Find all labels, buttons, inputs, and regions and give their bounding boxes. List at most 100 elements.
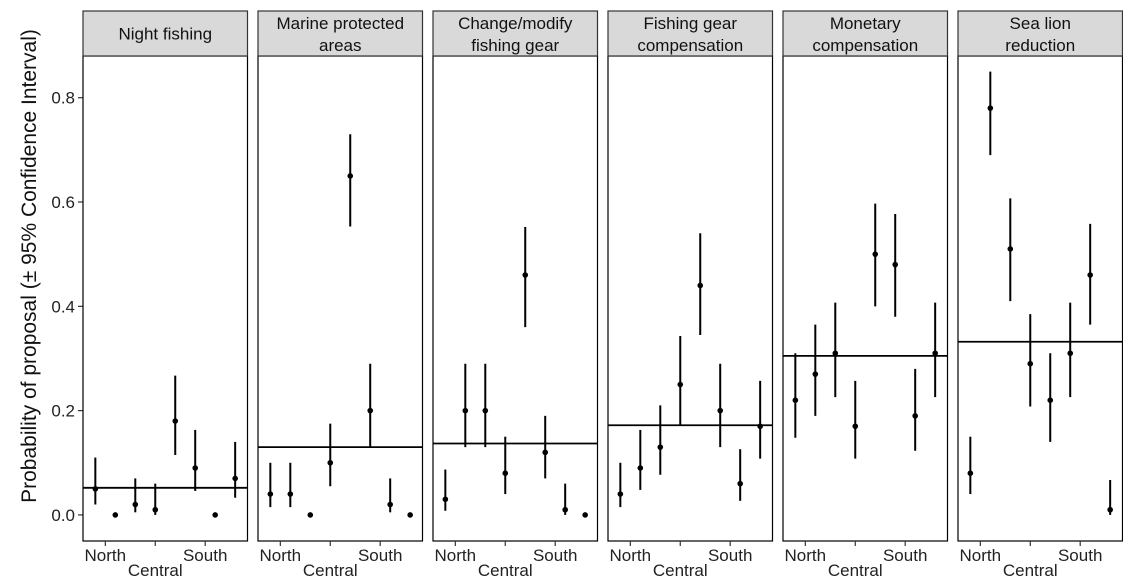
- x-tick-label: North: [435, 546, 477, 565]
- data-point: [852, 423, 859, 430]
- x-tick-label: Central: [1003, 561, 1058, 577]
- x-tick-label: Central: [478, 561, 533, 577]
- data-point: [442, 496, 449, 503]
- panel: Change/modify fishing gear NorthCentralSou…: [432, 10, 599, 577]
- strip-title: Monetary: [830, 14, 901, 33]
- data-point: [912, 413, 918, 419]
- data-point: [932, 350, 938, 357]
- data-point: [1087, 272, 1093, 278]
- strip-title: Change/modify: [458, 14, 573, 33]
- data-point: [892, 261, 899, 268]
- panel-frame: [82, 55, 249, 542]
- strip-title: Night fishing: [118, 25, 212, 44]
- x-tick-label: Central: [128, 561, 183, 577]
- x-tick-label: South: [183, 546, 227, 565]
- panel-frame: [607, 55, 774, 542]
- y-axis-title: Probability of proposal (± 95% Confidenc…: [18, 29, 41, 503]
- strip-header: [257, 10, 424, 57]
- strip-title: reduction: [1005, 36, 1075, 55]
- panel-frame: [957, 55, 1123, 542]
- x-tick-label: Central: [653, 561, 708, 577]
- data-point: [792, 397, 799, 403]
- strip-title: Sea lion: [1010, 14, 1071, 33]
- x-tick-label: South: [1058, 546, 1102, 565]
- data-point: [542, 449, 549, 456]
- x-tick-label: North: [610, 546, 652, 565]
- x-tick-label: North: [260, 546, 302, 565]
- data-point: [387, 501, 393, 508]
- strip-title: compensation: [637, 36, 743, 55]
- data-point: [872, 251, 879, 257]
- strip-title: compensation: [812, 36, 918, 55]
- panel-frame: [432, 55, 599, 542]
- x-tick-label: South: [533, 546, 577, 565]
- data-point: [212, 512, 218, 518]
- data-point: [287, 491, 294, 497]
- data-point: [172, 418, 179, 424]
- x-tick-label: South: [708, 546, 752, 565]
- strip-title: areas: [319, 36, 362, 55]
- data-point: [1067, 350, 1074, 357]
- data-point: [812, 371, 819, 377]
- strip-title: Fishing gear: [643, 14, 737, 33]
- data-point: [717, 407, 724, 414]
- data-point: [1007, 246, 1014, 252]
- x-tick-label: Central: [828, 561, 883, 577]
- data-point: [112, 512, 119, 518]
- strip-header: [607, 10, 774, 57]
- data-point: [697, 282, 704, 289]
- strip-header: [432, 10, 599, 57]
- panel-frame: [257, 55, 424, 542]
- data-point: [637, 465, 644, 471]
- data-point: [582, 512, 588, 518]
- panel: Fishing gear compensation NorthCentralSout…: [607, 10, 774, 577]
- data-point: [757, 423, 763, 430]
- x-tick-label: Central: [303, 561, 358, 577]
- strip-title: fishing gear: [471, 36, 559, 55]
- data-point: [1027, 360, 1034, 367]
- y-tick-label: 0.6: [51, 193, 75, 212]
- x-tick-label: North: [785, 546, 827, 565]
- x-tick-label: South: [883, 546, 927, 565]
- data-point: [677, 381, 684, 388]
- data-point: [307, 512, 314, 518]
- data-point: [1047, 397, 1054, 403]
- data-point: [347, 173, 354, 179]
- y-tick-label: 0.8: [51, 89, 75, 108]
- data-point: [232, 475, 238, 482]
- data-point: [192, 465, 199, 471]
- data-point: [267, 491, 274, 497]
- data-point: [967, 470, 974, 477]
- data-point: [502, 470, 509, 477]
- y-tick-label: 0.4: [51, 297, 75, 316]
- data-point: [407, 512, 413, 518]
- data-point: [462, 407, 469, 414]
- strip-header: [957, 10, 1123, 57]
- data-point: [327, 459, 334, 466]
- panel-frame: [782, 55, 949, 542]
- x-tick-label: North: [960, 546, 1002, 565]
- data-point: [1107, 506, 1113, 513]
- x-tick-label: North: [85, 546, 127, 565]
- strip-header: [782, 10, 949, 57]
- data-point: [482, 407, 489, 414]
- data-point: [617, 491, 624, 497]
- x-tick-label: South: [358, 546, 402, 565]
- y-tick-label: 0.2: [51, 402, 75, 421]
- data-point: [132, 501, 139, 508]
- data-point: [737, 480, 743, 487]
- data-point: [832, 350, 839, 357]
- data-point: [562, 506, 568, 513]
- data-point: [987, 105, 994, 111]
- data-point: [522, 272, 529, 278]
- data-point: [152, 506, 159, 513]
- y-axis: 0.0 0.2 0.4 0.6 0.8: [51, 89, 83, 525]
- strip-header: [82, 10, 249, 57]
- data-point: [92, 486, 99, 492]
- strip-title: Marine protected: [276, 14, 404, 33]
